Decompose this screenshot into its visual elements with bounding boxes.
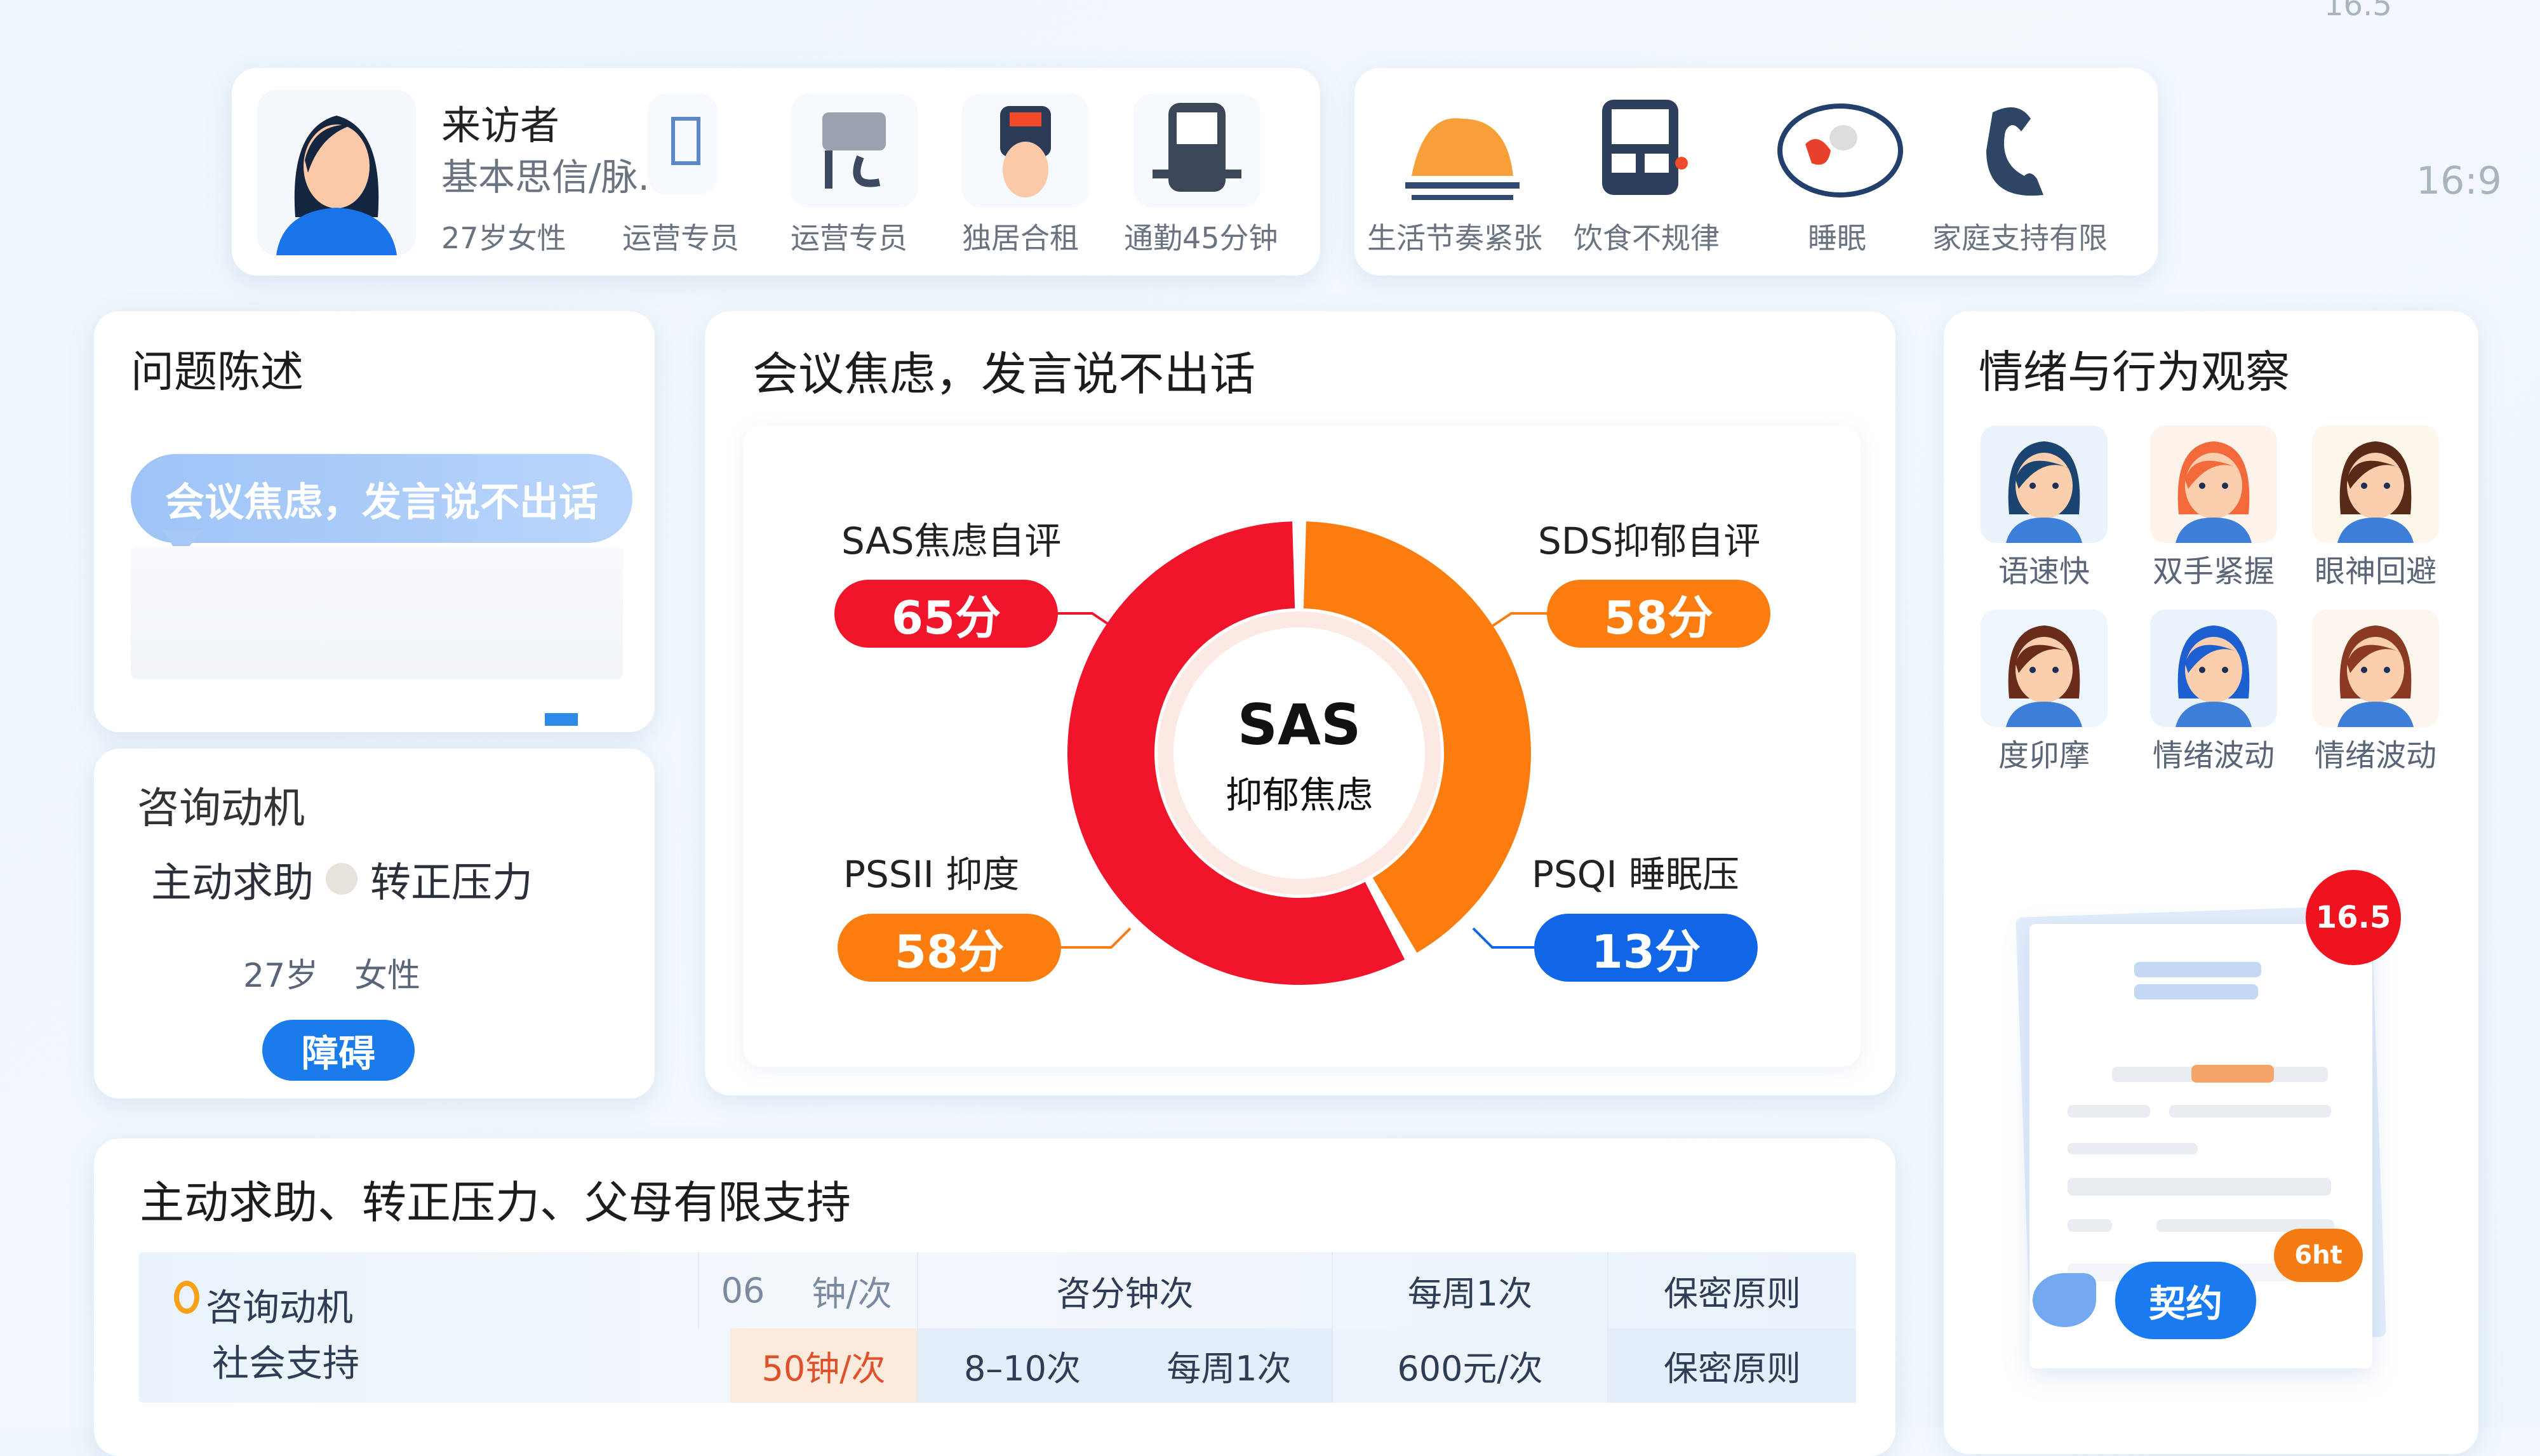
contract-tag: 6ht xyxy=(2274,1229,2363,1282)
scale-name-psqi: PSQI 睡眠压 xyxy=(1532,853,1739,896)
scale-name-sds: SDS抑郁自评 xyxy=(1538,519,1761,563)
profile-item-label: 独居合租 xyxy=(962,221,1079,255)
lifestyle-item-label: 饮食不规律 xyxy=(1574,221,1720,255)
lifestyle-item-label: 生活节奏紧张 xyxy=(1367,221,1542,255)
plan-table: 咨询动机 社会支持 06 钟/次 咨分钟次 每周1次 保密原则 50钟/次 8–… xyxy=(139,1252,1856,1403)
row-label-motive: 咨询动机 xyxy=(206,1286,354,1329)
observation-avatar xyxy=(2312,610,2439,727)
table-cell-frequency: 每周1次 xyxy=(1126,1328,1332,1403)
problem-title: 问题陈述 xyxy=(131,347,304,397)
observation-title: 情绪与行为观察 xyxy=(1979,346,2290,398)
woman-face-icon xyxy=(2337,441,2414,543)
motive-gender: 女性 xyxy=(354,957,421,995)
scale-score-sas: 65分 xyxy=(834,580,1058,648)
observation-avatar xyxy=(2150,610,2277,727)
header-cell: 06 xyxy=(698,1252,787,1328)
woman-face-icon xyxy=(2006,625,2082,727)
chat-bubble-icon xyxy=(2033,1273,2096,1327)
toggle-icon xyxy=(326,863,358,895)
header-cell: 每周1次 xyxy=(1332,1252,1607,1328)
observation-label: 眼神回避 xyxy=(2314,554,2436,589)
woman-face-icon xyxy=(2176,441,2252,543)
problem-notes-area xyxy=(131,546,623,679)
table-cell-sessions: 8–10次 xyxy=(917,1328,1126,1403)
observation-card: 情绪与行为观察 语速快 双手紧握 xyxy=(1944,311,2478,1454)
scale-name-pssii: PSSII 抑度 xyxy=(843,853,1020,896)
motive-tag-button[interactable]: 障碍 xyxy=(262,1020,415,1081)
observation-avatar xyxy=(2312,425,2439,543)
motive-age: 27岁 xyxy=(243,957,319,995)
corner-value: 16.5 xyxy=(2324,0,2392,23)
plan-title: 主动求助、转正压力、父母有限支持 xyxy=(140,1177,851,1229)
leader-line xyxy=(1491,612,1547,627)
motive-card: 咨询动机 主动求助 转正压力 27岁 女性 障碍 xyxy=(94,749,655,1099)
observation-label: 双手紧握 xyxy=(2152,554,2275,589)
aspect-ratio-label: 16:9 xyxy=(2416,159,2502,203)
observation-label: 度卯摩 xyxy=(1998,738,2090,773)
radio-icon[interactable] xyxy=(174,1281,199,1314)
observation-label: 语速快 xyxy=(1998,554,2090,589)
donut-segment-orange xyxy=(1303,521,1531,953)
donut-chart xyxy=(1058,521,1547,985)
observation-label: 情绪波动 xyxy=(2152,738,2275,773)
phone-icon xyxy=(1986,107,2043,196)
profile-item-label: 通勤45分钟 xyxy=(1124,221,1278,255)
table-cell-fee: 600元/次 xyxy=(1332,1328,1607,1403)
donut-segment-red xyxy=(1067,521,1405,985)
scroll-indicator[interactable] xyxy=(545,713,578,726)
header-cell: 钟/次 xyxy=(812,1273,892,1314)
profile-subtitle: 基本思信/脉. xyxy=(441,156,650,199)
woman-face-icon xyxy=(2337,625,2414,727)
leader-line xyxy=(1058,612,1113,627)
header-cell: 保密原则 xyxy=(1607,1252,1856,1328)
assessment-title: 会议焦虑，发言说不出话 xyxy=(752,347,1256,401)
row-label-support: 社会支持 xyxy=(212,1342,360,1385)
profile-item-label: 运营专员 xyxy=(622,221,739,255)
observation-avatar xyxy=(1981,425,2108,543)
table-cell-confidentiality: 保密原则 xyxy=(1607,1328,1856,1403)
profile-item-label: 27岁女性 xyxy=(441,221,566,255)
problem-quote-bubble: 会议焦虑，发言说不出话 xyxy=(131,454,632,543)
woman-face-icon xyxy=(2176,625,2252,727)
table-cell-duration: 50钟/次 xyxy=(730,1328,917,1403)
scale-score-sds: 58分 xyxy=(1547,580,1770,648)
plan-card: 主动求助、转正压力、父母有限支持 咨询动机 社会支持 06 钟/次 咨分钟次 每… xyxy=(94,1139,1895,1456)
plate-icon xyxy=(1777,104,1903,197)
woman-face-icon xyxy=(2006,441,2082,543)
leader-line xyxy=(1472,927,1534,949)
observation-avatar xyxy=(1981,610,2108,727)
motive-title: 咨询动机 xyxy=(137,784,305,832)
scale-name-sas: SAS焦虑自评 xyxy=(841,519,1062,563)
contract-button[interactable]: 契约 xyxy=(2115,1262,2256,1339)
leader-line xyxy=(1061,927,1132,949)
donut-center-subtitle: 抑郁焦虑 xyxy=(1225,773,1373,817)
motive-line2: 转正压力 xyxy=(370,860,533,907)
bus-icon xyxy=(1602,100,1688,195)
scale-score-pssii: 58分 xyxy=(838,914,1061,982)
lifestyle-item-label: 家庭支持有限 xyxy=(1932,221,2108,255)
assessment-card: 会议焦虑，发言说不出话 SAS 抑郁焦虑 SAS焦虑自评 65分 SDS抑郁自评… xyxy=(705,311,1895,1095)
document-icon xyxy=(648,93,718,195)
person-cap-icon xyxy=(962,93,1089,208)
observation-label: 情绪波动 xyxy=(2314,738,2436,773)
donut-center-title: SAS xyxy=(1237,692,1361,758)
motive-line: 主动求助 xyxy=(151,860,314,907)
avatar-woman-icon xyxy=(276,116,397,255)
problem-card: 问题陈述 会议焦虑，发言说不出话 xyxy=(94,311,655,732)
scale-score-psqi: 13分 xyxy=(1534,914,1758,982)
profile-title: 来访者 xyxy=(441,102,560,149)
profile-card: 来访者 基本思信/脉. 27岁女性 运营专员 运营专员 独居合租 通勤45分钟 xyxy=(232,68,1320,276)
desk-icon xyxy=(791,93,918,208)
donut-center xyxy=(1173,627,1425,879)
header-cell: 咨分钟次 xyxy=(917,1252,1332,1328)
profile-item-label: 运营专员 xyxy=(791,221,907,255)
bus-icon xyxy=(1133,93,1260,208)
sunrise-icon xyxy=(1405,118,1520,200)
contract-badge: 16.5 xyxy=(2306,870,2401,965)
observation-avatar xyxy=(2150,425,2277,543)
lifestyle-card: 生活节奏紧张 饮食不规律 睡眠 家庭支持有限 xyxy=(1354,68,2158,276)
avatar xyxy=(257,90,416,255)
lifestyle-item-label: 睡眠 xyxy=(1808,221,1866,255)
